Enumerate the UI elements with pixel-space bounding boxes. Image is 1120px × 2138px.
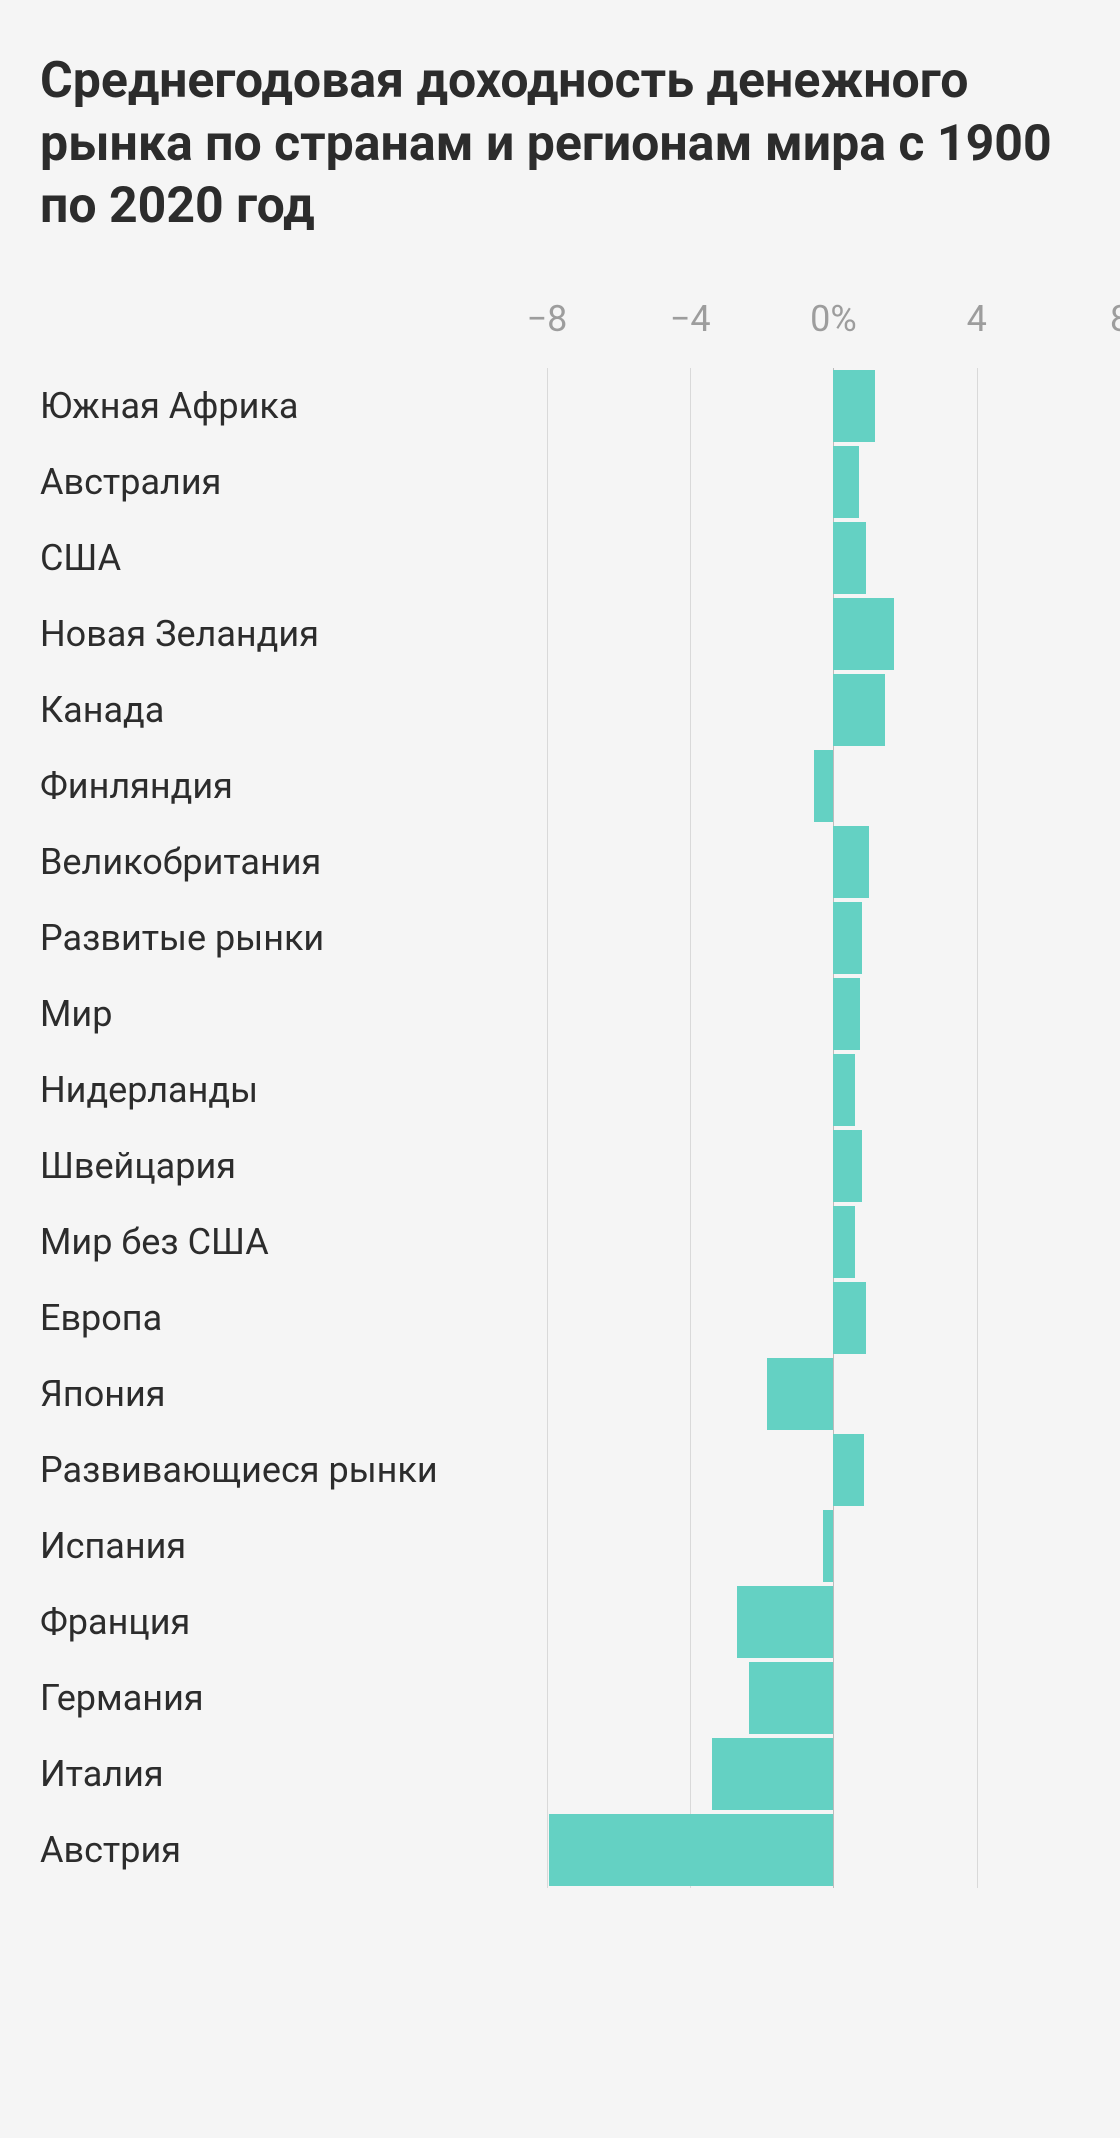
bar <box>833 826 869 898</box>
bar <box>549 1814 834 1886</box>
bar-cell <box>40 1356 1080 1432</box>
bar <box>833 1434 863 1506</box>
data-row: Канада <box>40 672 1080 748</box>
data-row: Италия <box>40 1736 1080 1812</box>
data-row: Новая Зеландия <box>40 596 1080 672</box>
bar-cell <box>40 1812 1080 1888</box>
chart-container: Среднегодовая доходность денежного рынка… <box>0 0 1120 2138</box>
data-row: Финляндия <box>40 748 1080 824</box>
x-tick: −8 <box>527 298 568 340</box>
data-row: Развитые рынки <box>40 900 1080 976</box>
bar-cell <box>40 1736 1080 1812</box>
data-row: Франция <box>40 1584 1080 1660</box>
bar-cell <box>40 520 1080 596</box>
bar <box>833 446 858 518</box>
bar-cell <box>40 748 1080 824</box>
bar-cell <box>40 976 1080 1052</box>
x-axis: −8−40%48 <box>40 298 1080 368</box>
bar-cell <box>40 900 1080 976</box>
bar-cell <box>40 444 1080 520</box>
data-row: Нидерланды <box>40 1052 1080 1128</box>
data-row: Испания <box>40 1508 1080 1584</box>
data-row: Япония <box>40 1356 1080 1432</box>
bar <box>833 902 862 974</box>
chart-title: Среднегодовая доходность денежного рынка… <box>40 50 1080 238</box>
bar <box>833 1054 854 1126</box>
bar-cell <box>40 596 1080 672</box>
data-row: Великобритания <box>40 824 1080 900</box>
bar <box>833 370 874 442</box>
bar-cell <box>40 1052 1080 1128</box>
x-tick: 4 <box>967 298 987 340</box>
bar-cell <box>40 824 1080 900</box>
bar-cell <box>40 1508 1080 1584</box>
bar <box>833 1206 854 1278</box>
data-row: Европа <box>40 1280 1080 1356</box>
bar <box>833 598 894 670</box>
x-tick: 8 <box>1110 298 1120 340</box>
bar <box>823 1510 834 1582</box>
bar <box>833 1282 865 1354</box>
bar-cell <box>40 1432 1080 1508</box>
bar <box>814 750 834 822</box>
bar <box>833 978 860 1050</box>
bars-area: Южная АфрикаАвстралияСШАНовая ЗеландияКа… <box>40 368 1080 1888</box>
bar-cell <box>40 1128 1080 1204</box>
bar <box>833 522 865 594</box>
bar-cell <box>40 1584 1080 1660</box>
bar <box>712 1738 834 1810</box>
x-tick: 0% <box>810 298 857 340</box>
data-row: Австрия <box>40 1812 1080 1888</box>
data-row: Мир без США <box>40 1204 1080 1280</box>
chart-area: −8−40%48 Южная АфрикаАвстралияСШАНовая З… <box>40 298 1080 1888</box>
data-row: Южная Африка <box>40 368 1080 444</box>
bar <box>833 1130 862 1202</box>
data-row: Швейцария <box>40 1128 1080 1204</box>
bar-cell <box>40 1204 1080 1280</box>
bar-cell <box>40 368 1080 444</box>
data-row: Германия <box>40 1660 1080 1736</box>
bar <box>833 674 885 746</box>
data-row: Развивающиеся рынки <box>40 1432 1080 1508</box>
data-row: США <box>40 520 1080 596</box>
bar-cell <box>40 672 1080 748</box>
data-row: Австралия <box>40 444 1080 520</box>
data-row: Мир <box>40 976 1080 1052</box>
bar <box>737 1586 834 1658</box>
bar-cell <box>40 1280 1080 1356</box>
bar <box>749 1662 833 1734</box>
bar-cell <box>40 1660 1080 1736</box>
x-tick: −4 <box>670 298 711 340</box>
bar <box>767 1358 833 1430</box>
